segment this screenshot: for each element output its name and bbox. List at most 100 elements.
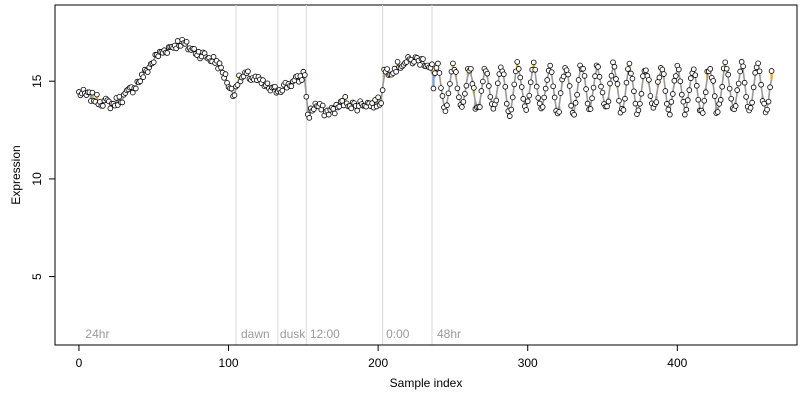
replicate-bar	[432, 75, 435, 89]
data-point	[502, 83, 509, 90]
x-tick-label: 200	[368, 356, 388, 370]
data-point	[581, 73, 588, 79]
data-point	[764, 106, 770, 113]
data-point	[530, 59, 537, 66]
data-point	[632, 100, 639, 107]
data-point	[614, 81, 621, 87]
data-point	[626, 60, 633, 67]
data-point	[210, 54, 217, 60]
data-point	[702, 89, 709, 96]
data-point	[679, 91, 685, 98]
data-point	[325, 111, 332, 118]
data-point	[454, 85, 461, 92]
data-point	[682, 111, 688, 118]
x-tick-label: 0	[76, 356, 83, 370]
x-axis-label: Sample index	[390, 376, 463, 390]
data-point	[107, 105, 114, 112]
data-point	[375, 94, 381, 101]
data-point	[348, 105, 355, 112]
data-point	[100, 103, 106, 109]
data-point	[637, 100, 643, 107]
data-point	[331, 110, 338, 117]
data-point	[336, 103, 343, 110]
data-point	[571, 111, 577, 118]
data-point	[222, 71, 229, 77]
data-point	[556, 109, 562, 115]
data-point	[477, 104, 483, 110]
data-point	[661, 71, 667, 77]
data-point	[379, 87, 386, 93]
data-point	[303, 93, 310, 100]
data-point	[767, 84, 773, 91]
data-point	[735, 80, 742, 87]
data-point	[653, 99, 660, 105]
data-point	[616, 97, 622, 104]
data-point	[509, 94, 516, 101]
data-point	[272, 83, 278, 90]
data-point	[608, 72, 615, 79]
data-point	[677, 78, 684, 85]
data-point	[520, 96, 527, 102]
data-point	[535, 95, 541, 101]
data-point	[710, 78, 717, 84]
data-point	[548, 69, 555, 75]
data-point	[752, 69, 758, 76]
data-point	[508, 106, 515, 113]
y-tick-label: 10	[30, 172, 44, 186]
data-point	[533, 83, 540, 90]
data-point	[462, 90, 468, 97]
data-point	[432, 70, 438, 76]
data-point	[468, 65, 474, 72]
data-point	[119, 99, 126, 106]
data-point	[144, 69, 151, 75]
data-point	[668, 99, 675, 105]
data-point	[756, 68, 763, 75]
data-point	[717, 97, 724, 103]
data-point	[459, 104, 465, 110]
data-points	[76, 36, 775, 121]
data-point	[393, 69, 399, 75]
data-point	[583, 86, 589, 92]
data-point	[417, 62, 423, 68]
data-point	[750, 84, 757, 91]
data-point	[164, 50, 170, 56]
data-point	[228, 85, 235, 92]
data-point	[394, 58, 401, 65]
data-point	[565, 71, 571, 78]
data-point	[714, 109, 721, 115]
data-point	[245, 68, 251, 75]
data-point	[741, 79, 748, 86]
data-point	[518, 84, 525, 90]
data-point	[517, 74, 524, 81]
data-point	[568, 102, 574, 109]
data-point	[89, 89, 96, 96]
data-point	[737, 68, 743, 75]
data-point	[438, 85, 444, 91]
data-point	[495, 80, 501, 87]
data-point	[598, 83, 604, 90]
data-point	[430, 85, 437, 92]
data-point	[628, 70, 634, 77]
data-point	[456, 94, 462, 101]
data-point	[550, 83, 556, 90]
data-point	[150, 59, 157, 66]
data-point	[673, 73, 679, 79]
data-point	[539, 104, 546, 110]
region-dividers	[235, 5, 433, 345]
data-point	[687, 75, 694, 82]
region-label: 24hr	[85, 327, 109, 341]
data-point	[670, 91, 676, 97]
data-point	[719, 83, 726, 90]
data-point	[174, 38, 181, 44]
data-point	[542, 85, 549, 92]
data-point	[622, 95, 628, 102]
data-point	[695, 96, 702, 103]
data-point	[471, 85, 477, 91]
data-point	[747, 105, 754, 111]
data-point	[132, 85, 139, 92]
data-point	[527, 79, 534, 86]
data-point	[625, 66, 631, 72]
data-point	[484, 70, 491, 77]
data-point	[758, 81, 764, 88]
